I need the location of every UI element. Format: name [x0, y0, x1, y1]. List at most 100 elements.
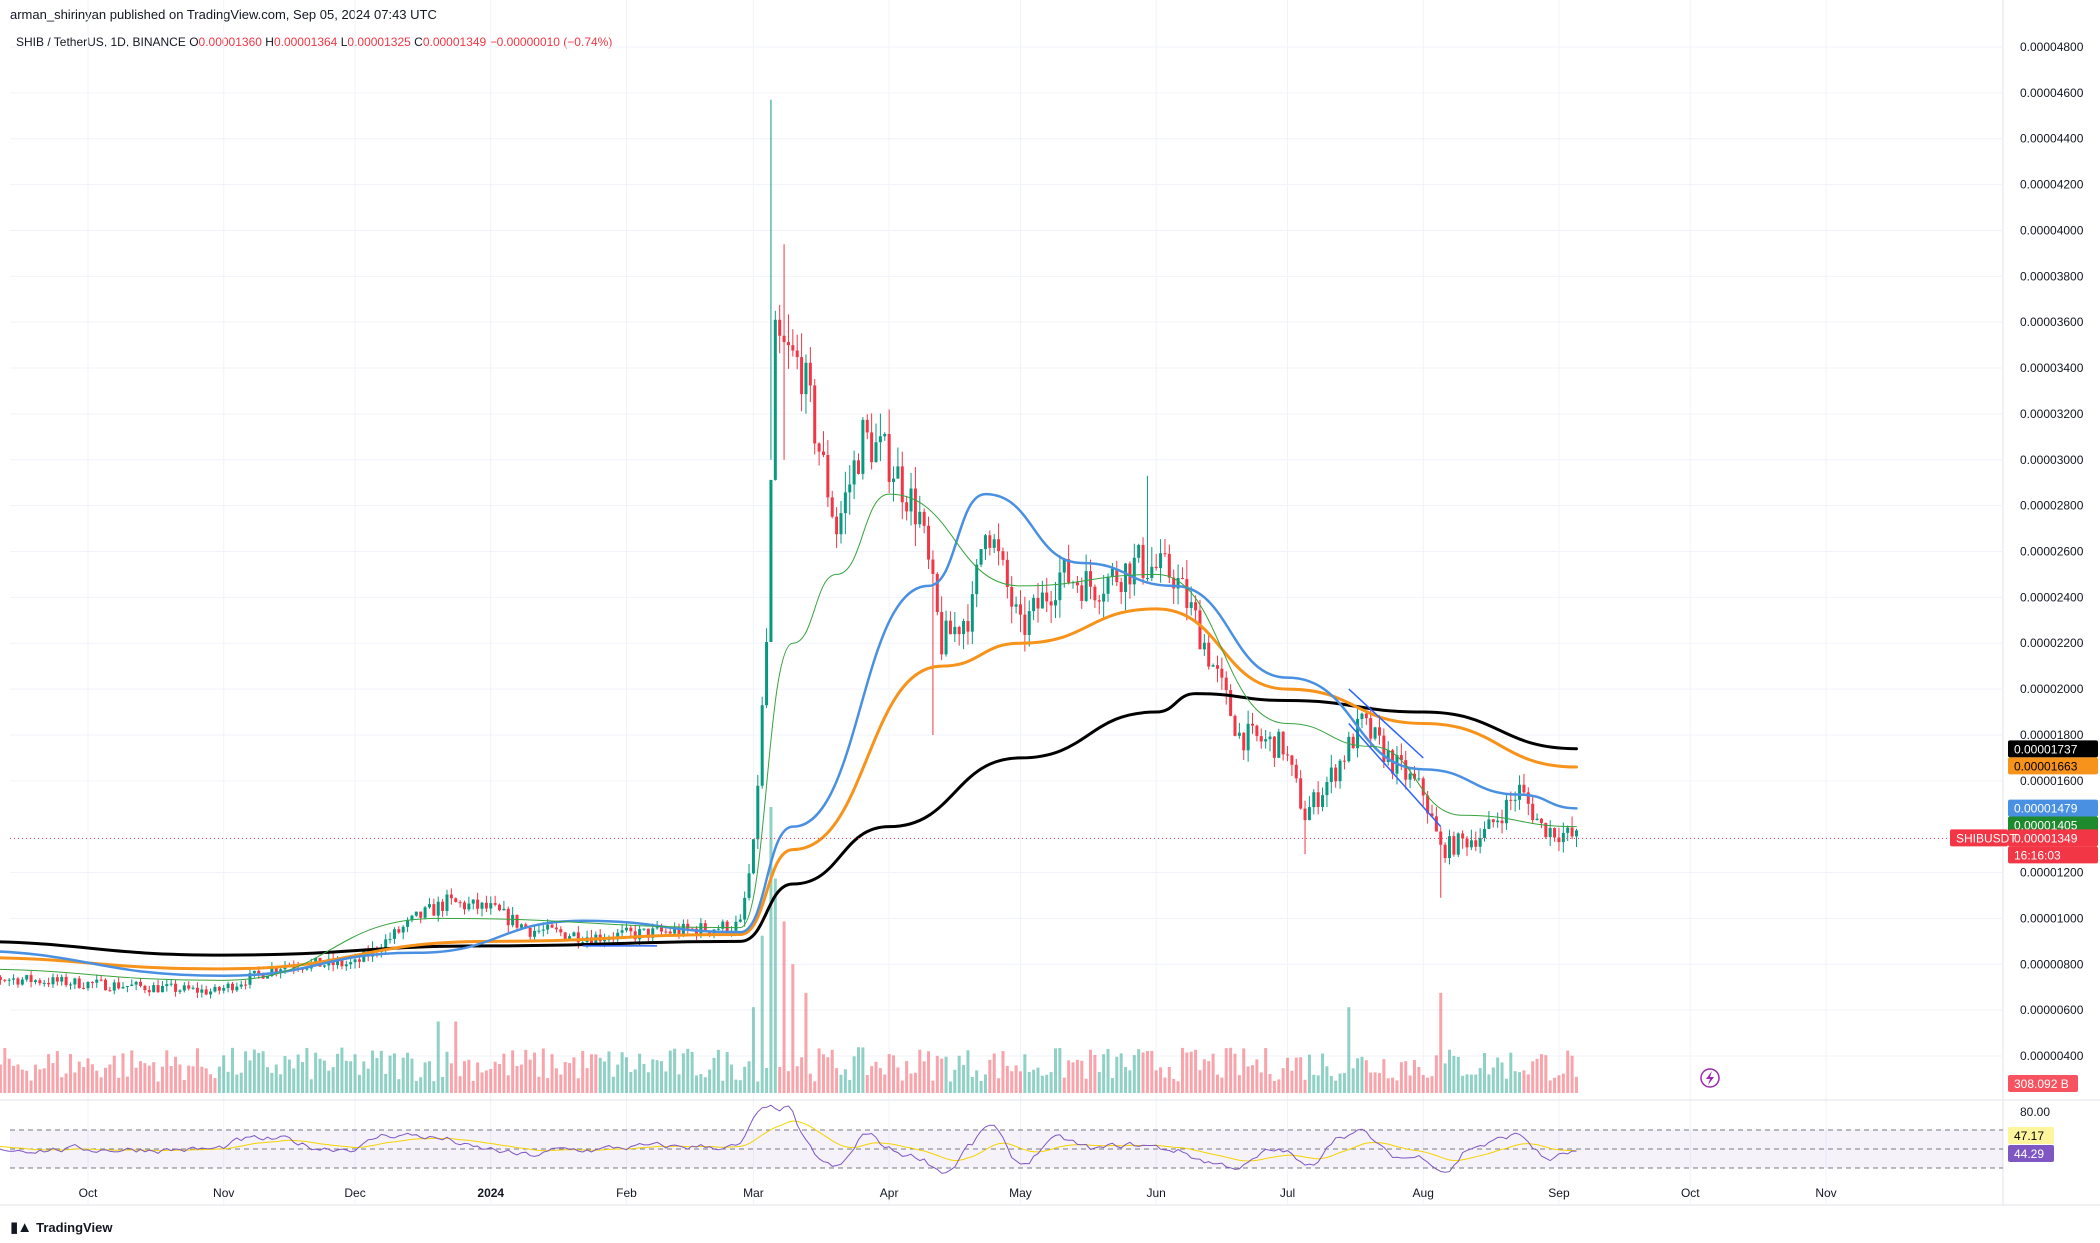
- candle-body: [423, 907, 427, 918]
- candle-body: [1426, 795, 1430, 814]
- candle-body: [397, 929, 401, 933]
- candle-body: [966, 621, 970, 632]
- candle-body: [1237, 732, 1241, 736]
- volume-bar: [388, 1055, 392, 1093]
- candle-body: [322, 965, 326, 967]
- candle-body: [502, 908, 506, 911]
- volume-bar: [747, 1061, 751, 1093]
- volume-bar: [1180, 1047, 1184, 1093]
- volume-bar: [830, 1049, 834, 1093]
- volume-bar: [204, 1068, 208, 1093]
- symbol-name[interactable]: SHIB / TetherUS, 1D, BINANCE: [16, 35, 186, 49]
- candle-body: [1522, 784, 1526, 793]
- volume-bar: [99, 1077, 103, 1093]
- volume-bar: [1421, 1074, 1425, 1093]
- volume-bar: [33, 1064, 37, 1093]
- volume-bar: [909, 1073, 913, 1093]
- volume-bar: [922, 1061, 926, 1093]
- candle-body: [1294, 764, 1298, 779]
- price-badge-bg: [2008, 757, 2098, 775]
- volume-bar: [944, 1056, 948, 1093]
- volume-bar: [1198, 1070, 1202, 1093]
- candle-body: [1281, 731, 1285, 755]
- candle-body: [1377, 727, 1381, 736]
- volume-bar: [957, 1055, 961, 1093]
- volume-bar: [1277, 1079, 1281, 1093]
- lightning-icon[interactable]: [1700, 1068, 1720, 1088]
- countdown-badge: 16:16:03: [2014, 848, 2061, 862]
- volume-bar: [1342, 1073, 1346, 1093]
- candle-body: [38, 980, 42, 984]
- candle-body: [419, 911, 423, 918]
- candle-body: [1045, 592, 1049, 602]
- volume-bar: [1128, 1070, 1132, 1093]
- tradingview-logo[interactable]: ▮▲ TradingView: [10, 1218, 112, 1236]
- candle-body: [1574, 830, 1578, 837]
- candle-body: [200, 989, 204, 993]
- volume-bar: [611, 1076, 615, 1093]
- candle-body: [975, 564, 979, 595]
- volume-bar: [1539, 1054, 1543, 1093]
- candle-body: [16, 978, 20, 985]
- volume-bar: [1294, 1057, 1298, 1093]
- volume-bar: [441, 1076, 445, 1093]
- volume-bar: [200, 1066, 204, 1093]
- volume-bar: [1176, 1081, 1180, 1093]
- volume-bar: [655, 1060, 659, 1093]
- volume-bar: [988, 1059, 992, 1093]
- volume-bar: [1259, 1072, 1263, 1093]
- volume-bar: [336, 1053, 340, 1093]
- change-value: −0.00000010 (−0.74%): [489, 35, 613, 49]
- volume-bar: [813, 1081, 817, 1093]
- candle-body: [572, 932, 576, 937]
- volume-bar: [77, 1061, 81, 1093]
- volume-bar: [1067, 1060, 1071, 1093]
- candle-body: [388, 938, 392, 940]
- volume-bar: [449, 1063, 453, 1093]
- volume-bar: [1220, 1077, 1224, 1093]
- volume-bar: [95, 1070, 99, 1093]
- volume-bar: [1356, 1058, 1360, 1093]
- candle-body: [1548, 828, 1552, 838]
- price-axis[interactable]: 0.00004800 0.00004600 0.00004400 0.00004200…: [2020, 40, 2084, 1063]
- volume-bar: [546, 1078, 550, 1093]
- candle-body: [20, 979, 24, 985]
- candle-body: [734, 921, 738, 931]
- candle-body: [515, 914, 519, 928]
- price-tick-label: 0.00000800: [2020, 957, 2084, 971]
- volume-bar: [1483, 1053, 1487, 1093]
- volume-bar: [1229, 1047, 1233, 1093]
- volume-bar: [1561, 1073, 1565, 1093]
- volume-bar: [47, 1054, 51, 1093]
- candle-body: [581, 942, 585, 944]
- volume-bar: [493, 1061, 497, 1093]
- volume-bar: [1347, 1007, 1351, 1093]
- volume-bar: [594, 1054, 598, 1093]
- candle-body: [0, 977, 2, 980]
- candle-body: [1001, 551, 1005, 560]
- candle-body: [927, 525, 931, 560]
- candle-body: [861, 419, 865, 474]
- volume-bar: [213, 1078, 217, 1093]
- candle-body: [1465, 838, 1469, 848]
- volume-bar: [191, 1066, 195, 1093]
- volume-bar: [1242, 1048, 1246, 1093]
- candle-body: [445, 894, 449, 911]
- candle-body: [554, 927, 558, 930]
- volume-bar: [1137, 1049, 1141, 1093]
- volume-bar: [1430, 1076, 1434, 1093]
- candle-body: [568, 936, 572, 940]
- price-tick-label: 0.00004200: [2020, 178, 2084, 192]
- candle-body: [1364, 713, 1368, 719]
- time-axis[interactable]: Oct Nov Dec 2024 Feb Mar Apr May Jun Jul Aug Sep Oct…: [79, 1186, 1837, 1200]
- price-tick-label: 0.00003600: [2020, 315, 2084, 329]
- volume-bar: [156, 1081, 160, 1093]
- volume-bar: [1496, 1057, 1500, 1093]
- candle-body: [1137, 544, 1141, 558]
- candle-body: [1513, 799, 1517, 801]
- volume-bar: [73, 1072, 77, 1093]
- volume-bar: [673, 1048, 677, 1093]
- price-tick-label: 0.00003200: [2020, 407, 2084, 421]
- volume-bar: [1448, 1049, 1452, 1093]
